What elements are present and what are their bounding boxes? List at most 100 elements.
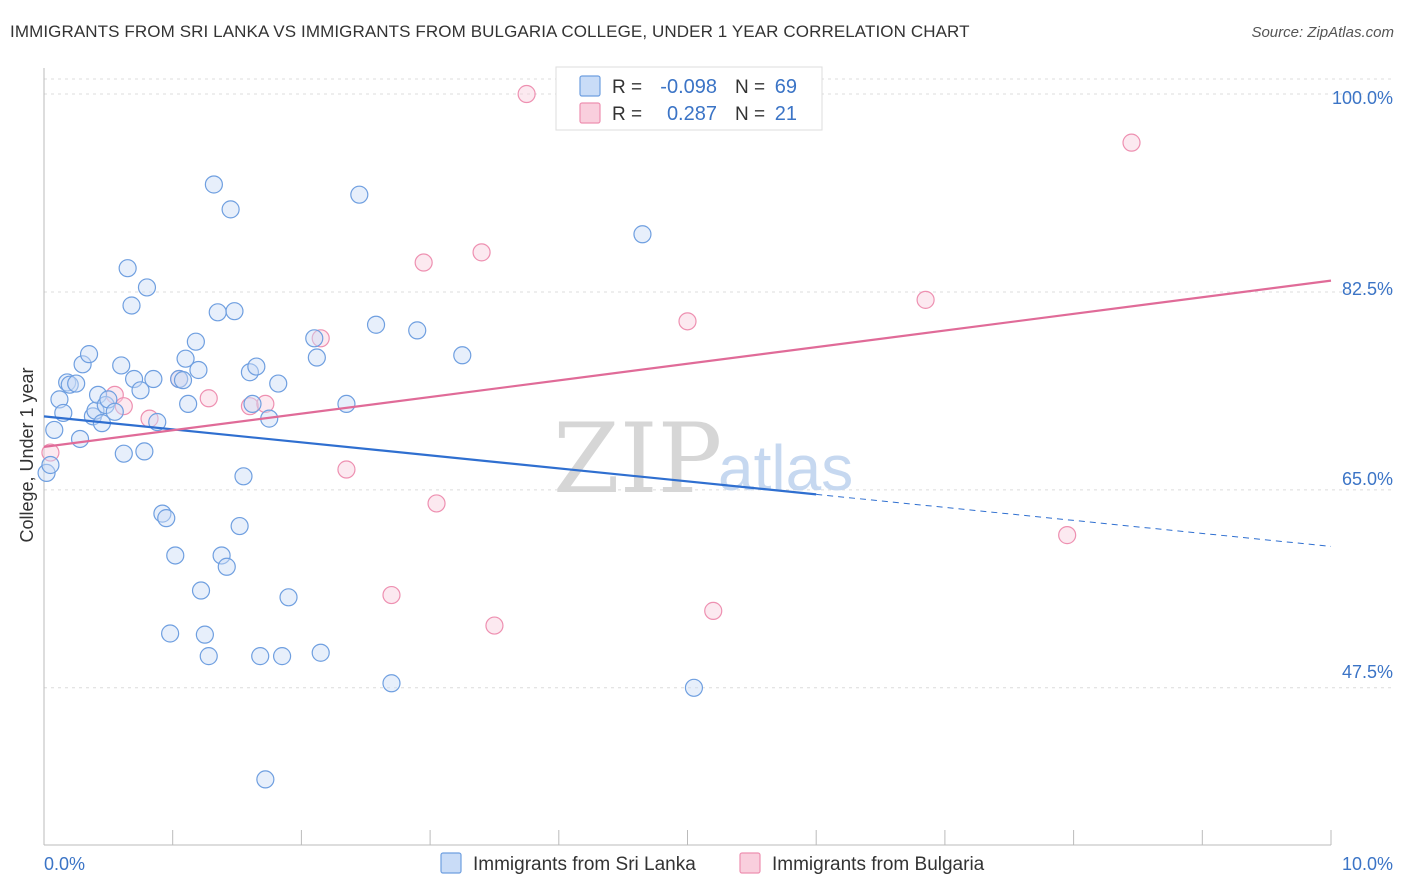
sri-lanka-point-41 — [204, 175, 223, 194]
sri-lanka-point-36 — [186, 332, 205, 351]
sri-lanka-n-label: N = — [735, 77, 765, 98]
sri-lanka-point-22 — [124, 369, 144, 389]
sri-lanka-point-25 — [137, 278, 157, 297]
sri-lanka-point-67 — [633, 225, 652, 244]
sri-lanka-point-13 — [88, 385, 108, 404]
sri-lanka-point-9 — [73, 355, 92, 374]
sri-lanka-point-31 — [166, 546, 185, 565]
sri-lanka-point-27 — [148, 412, 167, 432]
sri-lanka-point-30 — [161, 624, 180, 643]
sri-lanka-point-46 — [225, 302, 244, 321]
bottom-legend: Immigrants from Sri Lanka Immigrants fro… — [440, 852, 985, 875]
bulgaria-trendline — [43, 279, 1332, 448]
sri-lanka-point-61 — [337, 394, 356, 414]
bulgaria-point-9 — [337, 460, 356, 479]
sri-lanka-point-2 — [45, 420, 64, 440]
sri-lanka-point-45 — [221, 200, 240, 219]
sri-lanka-point-57 — [279, 588, 298, 607]
sri-lanka-point-47 — [230, 516, 249, 536]
sri-lanka-point-65 — [408, 321, 427, 340]
sri-lanka-trendline-extension — [816, 493, 1332, 547]
y-tick-labels: 100.0% 82.5% 65.0% 47.5% — [1332, 88, 1393, 682]
sri-lanka-point-68 — [684, 678, 704, 697]
sri-lanka-n-value: 69 — [775, 76, 797, 98]
sri-lanka-point-10 — [79, 345, 99, 364]
sri-lanka-point-43 — [212, 546, 231, 565]
bulgaria-point-0 — [41, 443, 60, 462]
bulgaria-point-19 — [1058, 526, 1077, 545]
y-axis-title: College, Under 1 year — [17, 367, 37, 542]
sri-lanka-point-59 — [307, 348, 326, 367]
sri-lanka-point-6 — [60, 375, 79, 394]
bulgaria-point-10 — [382, 585, 401, 605]
sri-lanka-point-63 — [366, 315, 386, 334]
bulgaria-point-16 — [678, 312, 697, 331]
y-tick-label-47-5: 47.5% — [1342, 662, 1393, 682]
y-tick-label-82-5: 82.5% — [1342, 279, 1393, 299]
sri-lanka-point-52 — [251, 647, 270, 666]
bulgaria-point-5 — [199, 389, 218, 408]
sri-lanka-point-33 — [173, 371, 193, 390]
bulgaria-n-value: 21 — [775, 103, 797, 125]
sri-lanka-point-1 — [41, 455, 60, 475]
sri-lanka-point-66 — [453, 346, 472, 365]
bulgaria-point-6 — [240, 397, 260, 416]
sri-lanka-point-35 — [179, 394, 198, 414]
sri-lanka-point-62 — [350, 185, 369, 204]
bulgaria-n-label: N = — [735, 104, 765, 125]
bulgaria-point-12 — [427, 494, 446, 513]
sri-lanka-point-18 — [112, 356, 131, 375]
bulgaria-r-label: R = — [612, 104, 642, 125]
trendlines — [43, 279, 1332, 547]
sri-lanka-point-26 — [144, 369, 163, 389]
sri-lanka-point-40 — [199, 647, 218, 666]
bulgaria-point-11 — [414, 253, 433, 272]
chart-title: IMMIGRANTS FROM SRI LANKA VS IMMIGRANTS … — [10, 22, 970, 41]
sri-lanka-point-38 — [191, 581, 211, 600]
source-label: Source: ZipAtlas.com — [1251, 24, 1394, 41]
x-axis-ticks — [43, 830, 1332, 845]
sri-lanka-point-53 — [256, 770, 275, 789]
sri-lanka-point-21 — [122, 296, 141, 315]
bulgaria-point-13 — [472, 243, 491, 262]
bulgaria-r-value: 0.287 — [667, 103, 717, 125]
gridlines — [44, 78, 1393, 689]
y-tick-label-65: 65.0% — [1342, 469, 1393, 489]
sri-lanka-points — [37, 175, 704, 789]
sri-lanka-point-3 — [50, 390, 69, 409]
sri-lanka-point-37 — [189, 360, 208, 380]
sri-lanka-point-58 — [305, 329, 324, 348]
sri-lanka-point-8 — [70, 429, 90, 449]
bulgaria-point-14 — [485, 616, 504, 635]
bulgaria-point-2 — [114, 397, 133, 416]
sri-lanka-point-50 — [243, 394, 262, 414]
bulgaria-point-20 — [1122, 133, 1141, 152]
sri-lanka-point-48 — [234, 467, 253, 486]
y-tick-label-100: 100.0% — [1332, 88, 1393, 108]
bulgaria-point-17 — [704, 601, 723, 620]
sri-lanka-legend-swatch — [579, 75, 601, 97]
watermark-zip: ZIP — [553, 403, 722, 515]
sri-lanka-point-39 — [195, 625, 214, 644]
sri-lanka-point-29 — [157, 509, 176, 528]
sri-lanka-point-7 — [67, 374, 86, 393]
legend-label-bulgaria: Immigrants from Bulgaria — [772, 854, 985, 875]
legend-swatch-sri-lanka — [440, 852, 462, 874]
sri-lanka-point-56 — [272, 647, 292, 666]
sri-lanka-point-64 — [382, 674, 401, 693]
sri-lanka-point-42 — [208, 303, 227, 322]
legend-swatch-bulgaria — [739, 852, 761, 874]
sri-lanka-point-24 — [135, 442, 154, 461]
bulgaria-legend-swatch — [579, 102, 601, 124]
bulgaria-point-18 — [916, 290, 935, 309]
sri-lanka-point-60 — [311, 643, 330, 662]
watermark-atlas: atlas — [718, 432, 853, 504]
sri-lanka-r-label: R = — [612, 77, 642, 98]
x-tick-label-min: 0.0% — [44, 854, 85, 874]
bulgaria-point-8 — [311, 329, 330, 348]
sri-lanka-point-23 — [131, 381, 150, 400]
sri-lanka-point-44 — [217, 557, 236, 576]
sri-lanka-point-34 — [176, 349, 195, 368]
sri-lanka-r-value: -0.098 — [660, 76, 717, 98]
